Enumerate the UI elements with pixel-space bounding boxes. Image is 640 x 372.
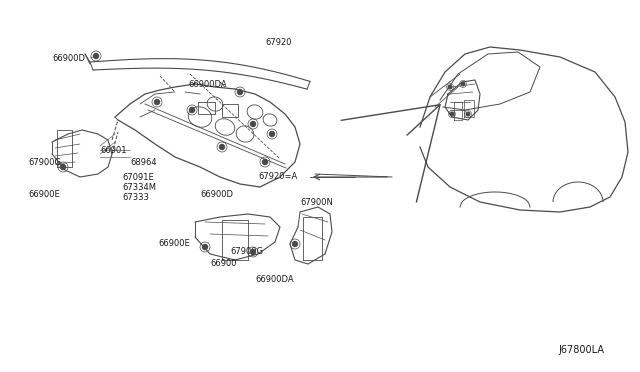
Circle shape [220, 144, 225, 150]
Text: 66900: 66900 [210, 260, 237, 269]
Text: 66901: 66901 [100, 145, 127, 154]
Text: 67334M: 67334M [122, 183, 156, 192]
Circle shape [154, 99, 159, 105]
Text: 67900G: 67900G [230, 247, 263, 257]
Circle shape [202, 244, 207, 250]
Circle shape [250, 250, 255, 254]
Text: 67920=A: 67920=A [258, 171, 297, 180]
Text: 68964: 68964 [130, 157, 157, 167]
Circle shape [466, 112, 470, 116]
Text: 67091E: 67091E [122, 173, 154, 182]
Circle shape [450, 112, 454, 116]
Text: 67333: 67333 [122, 192, 149, 202]
Text: 66900D: 66900D [52, 54, 85, 62]
Circle shape [237, 90, 243, 94]
Circle shape [250, 122, 255, 126]
Circle shape [262, 160, 268, 164]
Text: 67920: 67920 [265, 38, 291, 46]
Text: 66900DA: 66900DA [255, 276, 294, 285]
Circle shape [269, 131, 275, 137]
Text: 67900G: 67900G [28, 157, 61, 167]
Circle shape [448, 85, 452, 89]
Circle shape [93, 54, 99, 58]
Text: 66900E: 66900E [158, 240, 189, 248]
Text: 66900DA: 66900DA [188, 80, 227, 89]
Circle shape [292, 241, 298, 247]
Text: J67800LA: J67800LA [558, 345, 604, 355]
Text: 66900E: 66900E [28, 189, 60, 199]
Text: 66900D: 66900D [200, 189, 233, 199]
Text: 67900N: 67900N [300, 198, 333, 206]
Circle shape [461, 82, 465, 86]
Circle shape [189, 108, 195, 112]
Circle shape [61, 164, 65, 170]
